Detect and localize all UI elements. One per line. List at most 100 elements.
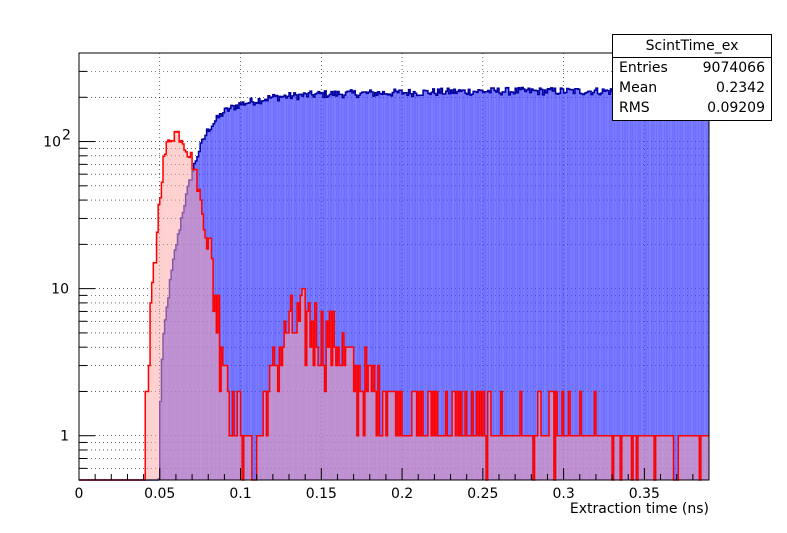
histogram-bin xyxy=(167,139,170,481)
histogram-bin xyxy=(237,108,239,480)
histogram-bin xyxy=(232,105,235,480)
histogram-bin xyxy=(641,91,643,481)
histogram-bin xyxy=(499,92,501,481)
histogram-bin xyxy=(243,435,246,480)
histogram-bin xyxy=(287,332,289,480)
histogram-bin xyxy=(658,94,661,481)
histogram-bin xyxy=(255,102,257,480)
histogram-bin xyxy=(335,365,338,480)
histogram-bin xyxy=(411,96,414,480)
histogram-bin xyxy=(219,391,222,480)
histogram-bin xyxy=(503,435,506,480)
histogram-bin xyxy=(234,109,236,480)
histogram-bin xyxy=(573,435,575,480)
histogram-bin xyxy=(329,311,331,480)
histogram-bin xyxy=(206,248,209,480)
histogram-bin xyxy=(203,229,205,480)
histogram-bin xyxy=(416,435,419,480)
histogram-series xyxy=(79,86,709,481)
histogram-bin xyxy=(576,435,579,480)
histogram-bin xyxy=(381,94,383,480)
histogram-bin xyxy=(469,435,472,480)
histogram-bin xyxy=(444,435,446,480)
histogram-bin xyxy=(581,435,583,480)
histogram-bin xyxy=(631,88,634,480)
histogram-bin xyxy=(587,435,590,480)
histogram-bin xyxy=(221,116,223,480)
histogram-bin xyxy=(474,435,477,480)
histogram-bin xyxy=(374,92,377,481)
histogram-bin xyxy=(447,88,449,481)
histogram-bin xyxy=(594,90,596,480)
statistics-row-mean: Mean 0.2342 xyxy=(613,78,771,98)
histogram-bin xyxy=(600,93,603,481)
histogram-bin xyxy=(360,93,362,480)
histogram-bin xyxy=(684,89,687,481)
histogram-bin xyxy=(673,90,676,480)
histogram-bin xyxy=(471,391,474,480)
histogram-bin xyxy=(552,90,554,481)
histogram-bin xyxy=(418,95,420,480)
histogram-bin xyxy=(177,131,180,480)
histogram-bin xyxy=(479,90,482,480)
histogram-bin xyxy=(495,91,498,481)
histogram-bin xyxy=(406,95,409,480)
histogram-bin xyxy=(266,100,268,481)
histogram-bin xyxy=(413,91,415,481)
histogram-bin xyxy=(193,169,196,480)
histogram-bin xyxy=(683,435,685,480)
histogram-bin xyxy=(305,93,307,480)
histogram-bin xyxy=(704,87,706,480)
histogram-bin xyxy=(689,435,692,480)
histogram-bin xyxy=(468,435,470,480)
histogram-bin xyxy=(523,89,525,480)
histogram-bin xyxy=(586,92,588,480)
histogram-bin xyxy=(308,302,310,480)
histogram-bin xyxy=(237,391,239,480)
histogram-bin xyxy=(387,94,390,480)
histogram-bin xyxy=(371,391,373,480)
histogram-bin xyxy=(227,391,230,480)
histogram-bin xyxy=(592,92,595,481)
histogram-bin xyxy=(163,156,165,480)
histogram-bin xyxy=(385,93,388,480)
histogram-bin xyxy=(440,435,443,480)
histogram-bin xyxy=(277,100,280,481)
histogram-bin xyxy=(211,258,214,480)
histogram-bin xyxy=(570,89,572,480)
histogram-bin xyxy=(507,435,509,480)
histogram-bin xyxy=(308,92,310,481)
histogram-bin xyxy=(229,435,231,480)
x-tick-label: 0.25 xyxy=(467,486,498,502)
histogram-bin xyxy=(513,435,516,480)
histogram-bin xyxy=(187,156,189,480)
histogram-bin xyxy=(615,435,617,480)
histogram-bin xyxy=(408,89,411,481)
histogram-bin xyxy=(565,435,567,480)
histogram-bin xyxy=(352,347,354,480)
histogram-bin xyxy=(494,435,496,480)
histogram-bin xyxy=(537,94,540,480)
histogram-bin xyxy=(628,87,630,480)
histogram-bin xyxy=(602,89,604,481)
histogram-bin xyxy=(429,391,432,480)
histogram-bin xyxy=(251,101,254,481)
y-tick-label: 10 xyxy=(51,282,69,298)
histogram-bin xyxy=(683,90,685,480)
histogram-bin xyxy=(521,87,524,480)
histogram-bin xyxy=(490,435,493,480)
histogram-bin xyxy=(455,93,457,481)
histogram-bin xyxy=(368,92,370,481)
histogram-bin xyxy=(458,435,461,480)
histogram-bin xyxy=(326,97,328,480)
histogram-bin xyxy=(250,435,252,480)
histogram-bin xyxy=(297,99,299,481)
histogram-bin xyxy=(465,391,467,480)
statistics-label: Entries xyxy=(619,60,668,76)
histogram-bin xyxy=(201,214,204,480)
histogram-bin xyxy=(553,88,556,480)
histogram-bin xyxy=(348,347,351,480)
histogram-bin xyxy=(566,88,569,480)
histogram-bin xyxy=(379,435,382,480)
histogram-bin xyxy=(700,435,703,480)
